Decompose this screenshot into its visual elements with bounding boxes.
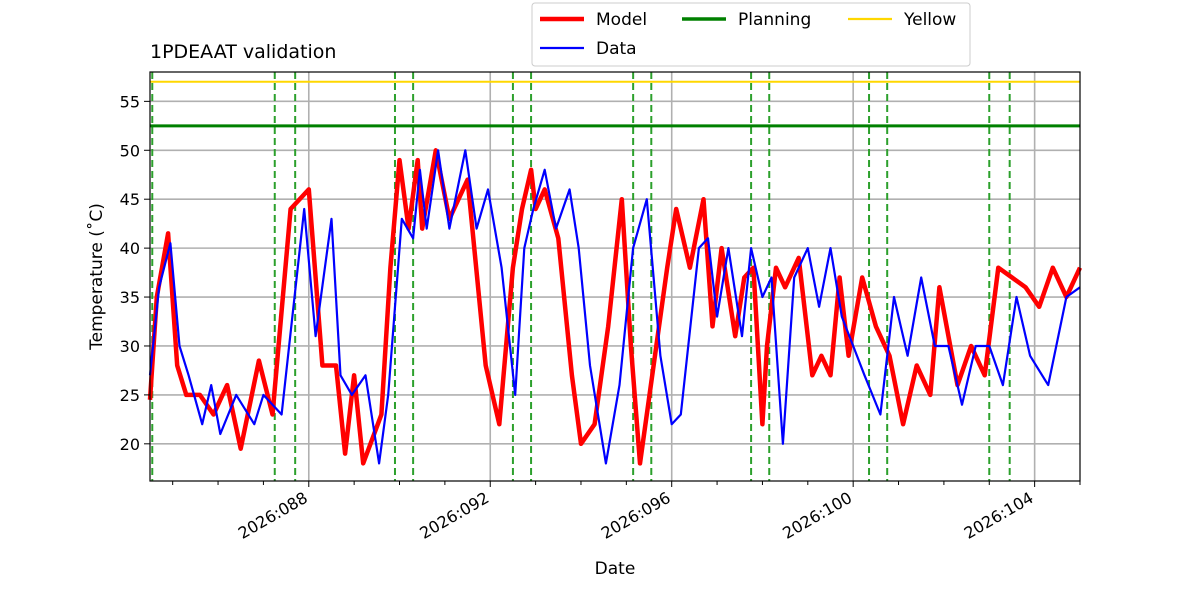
y-tick-label: 50 [120,141,140,160]
y-tick-label: 35 [120,288,140,307]
grid [150,72,1080,481]
threshold-lines [150,80,1080,128]
legend-label-planning: Planning [738,10,811,30]
plot-frame [149,71,1081,482]
series-group [147,148,1083,466]
y-tick-label: 55 [120,92,140,111]
legend: Model Planning Yellow Data [531,2,971,67]
y-axis-label: Temperature (˚C) [86,203,107,351]
y-tick-label: 45 [120,190,140,209]
x-axis-label: Date [595,559,636,579]
legend-label-data: Data [596,39,637,59]
x-tick-label: 2026:092 [416,488,492,543]
y-tick-label: 30 [120,337,140,356]
x-axis: 2026:088 2026:092 2026:096 2026:100 2026:104 [172,481,1081,543]
x-tick-label: 2026:088 [235,488,311,543]
legend-label-yellow: Yellow [903,10,956,30]
model-series-line [147,148,1083,466]
data-series-line [148,149,1081,465]
y-axis: 20 25 30 35 40 45 50 55 [120,92,150,454]
legend-label-model: Model [596,10,647,30]
y-tick-label: 25 [120,386,140,405]
y-tick-label: 20 [120,435,140,454]
x-tick-label: 2026:100 [779,488,855,543]
y-tick-label: 40 [120,239,140,258]
x-tick-label: 2026:104 [961,488,1037,543]
chart-title: 1PDEAAT validation [150,41,336,63]
vertical-markers [151,72,1011,481]
x-tick-label: 2026:096 [598,488,674,543]
